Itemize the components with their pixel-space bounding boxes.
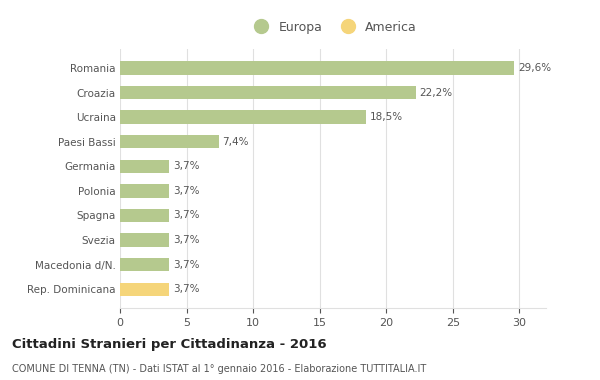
- Bar: [120, 233, 169, 247]
- Text: 22,2%: 22,2%: [419, 87, 452, 98]
- Text: 3,7%: 3,7%: [173, 260, 200, 270]
- Bar: [120, 135, 218, 149]
- Text: 3,7%: 3,7%: [173, 211, 200, 220]
- Text: 3,7%: 3,7%: [173, 235, 200, 245]
- Legend: Europa, America: Europa, America: [245, 17, 421, 37]
- Bar: [120, 61, 514, 75]
- Bar: [120, 258, 169, 271]
- Text: 3,7%: 3,7%: [173, 161, 200, 171]
- Bar: [120, 86, 416, 99]
- Bar: [120, 160, 169, 173]
- Bar: [120, 209, 169, 222]
- Text: 29,6%: 29,6%: [518, 63, 551, 73]
- Text: 3,7%: 3,7%: [173, 284, 200, 294]
- Text: 18,5%: 18,5%: [370, 112, 403, 122]
- Text: 3,7%: 3,7%: [173, 186, 200, 196]
- Text: Cittadini Stranieri per Cittadinanza - 2016: Cittadini Stranieri per Cittadinanza - 2…: [12, 338, 326, 351]
- Text: COMUNE DI TENNA (TN) - Dati ISTAT al 1° gennaio 2016 - Elaborazione TUTTITALIA.I: COMUNE DI TENNA (TN) - Dati ISTAT al 1° …: [12, 364, 426, 374]
- Bar: [120, 184, 169, 198]
- Text: 7,4%: 7,4%: [223, 137, 249, 147]
- Bar: [120, 110, 366, 124]
- Bar: [120, 282, 169, 296]
